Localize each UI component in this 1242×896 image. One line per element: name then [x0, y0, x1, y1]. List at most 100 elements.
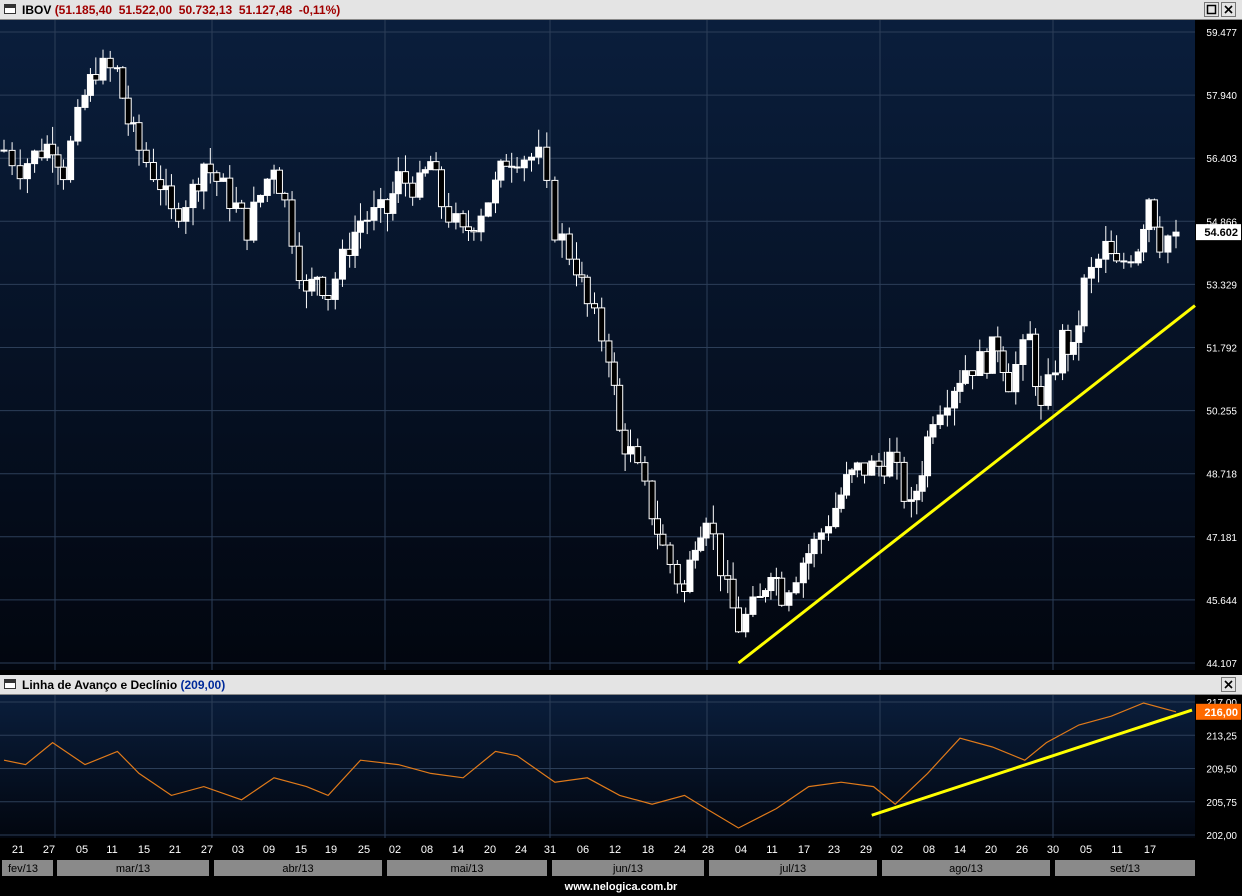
candle-body	[666, 544, 674, 565]
candle-body	[124, 97, 132, 125]
day-tick-label: 20	[484, 844, 496, 856]
candle-body	[825, 526, 833, 534]
month-label: fev/13	[8, 863, 38, 875]
candle-body	[445, 206, 453, 223]
candle-body	[200, 163, 208, 192]
day-tick-label: 29	[860, 844, 872, 856]
candle-body	[558, 233, 566, 241]
candle-body	[551, 179, 559, 241]
day-tick-label: 27	[201, 844, 213, 856]
candle-body	[1037, 386, 1045, 406]
candle-body	[421, 169, 429, 174]
candle-body	[54, 154, 62, 168]
candle-body	[189, 183, 197, 209]
candle-body	[1019, 339, 1027, 365]
candle-body	[605, 340, 613, 363]
restore-button[interactable]	[1204, 2, 1219, 17]
candle-body	[924, 436, 932, 477]
day-tick-label: 05	[76, 844, 88, 856]
candle-body	[497, 160, 505, 181]
close-button[interactable]	[1221, 2, 1236, 17]
candle-body	[149, 161, 157, 181]
candle-body	[943, 407, 951, 416]
candle-body	[792, 582, 800, 594]
price-trendline	[737, 304, 1196, 665]
close-icon	[1224, 5, 1233, 14]
candle-body	[1044, 374, 1052, 406]
day-tick-label: 08	[923, 844, 935, 856]
candle-body	[1172, 231, 1180, 237]
price-tick-label: 51.792	[1206, 344, 1237, 355]
month-band	[552, 860, 704, 876]
indicator-trendline	[871, 708, 1193, 817]
day-tick-label: 18	[642, 844, 654, 856]
indicator-chart-area[interactable]	[0, 695, 1195, 838]
candle-body	[437, 169, 445, 208]
candle-body	[409, 182, 417, 198]
panel-window-icon	[4, 679, 16, 689]
candle-body	[295, 245, 303, 282]
candle-body	[1164, 235, 1172, 253]
candle-body	[99, 57, 107, 81]
day-tick-label: 27	[43, 844, 55, 856]
candle-body	[1150, 199, 1158, 228]
month-band	[1055, 860, 1195, 876]
candle-body	[324, 295, 332, 300]
candle-body	[470, 229, 478, 233]
candle-body	[918, 475, 926, 492]
month-band	[709, 860, 877, 876]
candle-body	[351, 231, 359, 256]
indicator-panel-titlebar: Linha de Avanço e Declínio (209,00)	[0, 675, 1242, 695]
candle-body	[338, 248, 346, 280]
candle-body	[616, 384, 624, 431]
candle-body	[994, 336, 1002, 352]
candle-body	[416, 172, 424, 198]
candle-body	[843, 474, 851, 496]
candle-body	[452, 213, 460, 223]
indicator-tick-label: 209,50	[1206, 765, 1237, 776]
candle-body	[1095, 258, 1103, 268]
price-y-axis	[1195, 20, 1242, 670]
indicator-close-button[interactable]	[1221, 677, 1236, 692]
candle-body	[1080, 277, 1088, 327]
price-tick-label: 57.940	[1206, 91, 1237, 102]
candle-body	[157, 179, 165, 191]
day-tick-label: 24	[515, 844, 527, 856]
day-tick-label: 24	[674, 844, 686, 856]
candle-body	[288, 199, 296, 247]
candle-body	[848, 469, 856, 476]
candle-body	[686, 559, 694, 593]
candle-body	[1005, 371, 1013, 393]
candle-body	[0, 149, 8, 152]
indicator-series-line	[3, 702, 1177, 829]
candle-body	[308, 278, 316, 292]
candle-body	[331, 278, 339, 300]
candle-body	[8, 149, 16, 167]
candle-body	[535, 146, 543, 158]
candle-body	[729, 578, 737, 609]
time-axis	[0, 838, 1242, 858]
candle-body	[81, 94, 89, 108]
candle-body	[16, 165, 24, 180]
indicator-tick-label: 213,25	[1206, 731, 1237, 742]
symbol-label: IBOV	[22, 3, 52, 17]
day-tick-label: 02	[389, 844, 401, 856]
candle-body	[875, 460, 883, 467]
candle-body	[135, 122, 143, 151]
candle-body	[206, 163, 214, 174]
price-tick-label: 48.718	[1206, 470, 1237, 481]
candle-body	[213, 172, 221, 182]
candle-body	[319, 276, 327, 297]
candle-body	[702, 522, 710, 539]
month-band	[2, 860, 53, 876]
candle-body	[951, 390, 959, 409]
candle-body	[1012, 363, 1020, 393]
day-tick-label: 15	[295, 844, 307, 856]
candle-body	[778, 577, 786, 606]
candle-body	[363, 219, 371, 222]
candle-body	[543, 146, 551, 181]
month-label: jun/13	[612, 863, 643, 875]
day-tick-label: 11	[766, 844, 777, 856]
candle-body	[1075, 325, 1083, 343]
candle-body	[92, 74, 100, 81]
